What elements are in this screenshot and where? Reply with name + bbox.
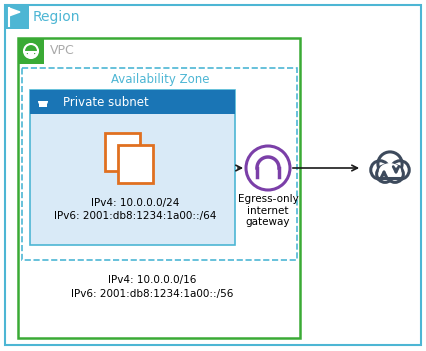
Text: VPC: VPC [50,45,75,58]
FancyBboxPatch shape [30,90,235,114]
Circle shape [378,152,402,176]
FancyBboxPatch shape [28,53,34,57]
Circle shape [391,161,409,179]
FancyBboxPatch shape [18,38,300,338]
FancyBboxPatch shape [30,90,235,245]
Text: IPv6: 2001:db8:1234:1a00::/56: IPv6: 2001:db8:1234:1a00::/56 [71,289,233,299]
FancyBboxPatch shape [30,90,56,114]
Text: IPv4: 10.0.0.0/24: IPv4: 10.0.0.0/24 [91,198,179,208]
Text: Egress-only
internet
gateway: Egress-only internet gateway [238,194,298,227]
Circle shape [24,44,38,58]
FancyBboxPatch shape [5,5,421,345]
FancyBboxPatch shape [18,38,44,64]
FancyBboxPatch shape [118,145,153,183]
Polygon shape [9,8,20,16]
Circle shape [246,146,290,190]
Text: Availability Zone: Availability Zone [111,73,209,86]
FancyBboxPatch shape [105,133,140,171]
Circle shape [377,166,393,183]
Text: IPv6: 2001:db8:1234:1a00::/64: IPv6: 2001:db8:1234:1a00::/64 [54,211,216,221]
FancyBboxPatch shape [5,5,29,29]
Circle shape [387,166,403,183]
FancyBboxPatch shape [39,101,47,107]
Text: Private subnet: Private subnet [63,95,149,108]
Ellipse shape [380,164,400,178]
Text: IPv4: 10.0.0.0/16: IPv4: 10.0.0.0/16 [108,275,196,285]
Circle shape [371,161,389,179]
Text: Region: Region [33,10,81,24]
